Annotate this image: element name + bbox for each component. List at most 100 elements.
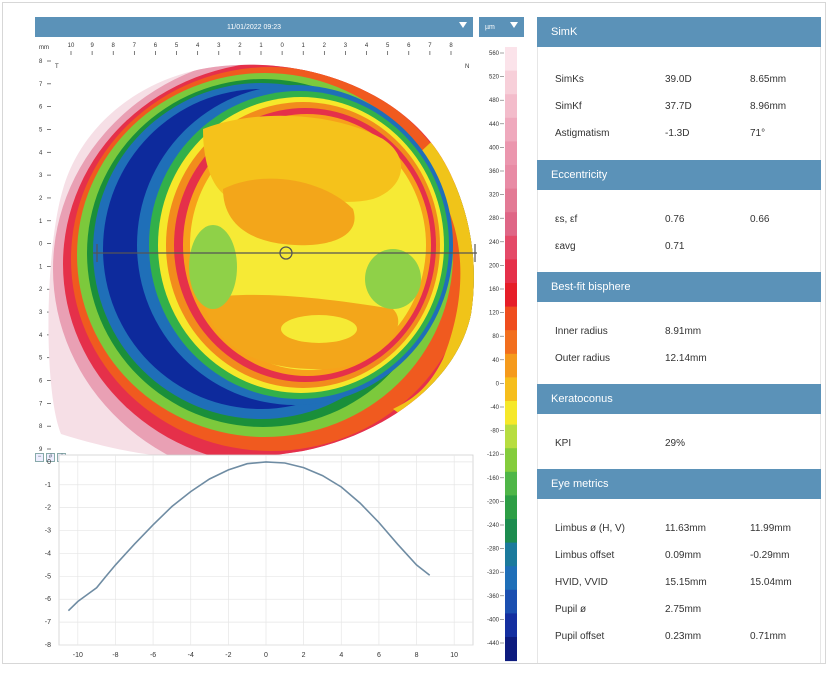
left-tick-label: 4: [39, 333, 43, 339]
metric-value-secondary: -0.29mm: [750, 550, 789, 561]
scale-label: -280: [487, 547, 500, 553]
chevron-down-icon[interactable]: [510, 22, 518, 28]
scale-label: 400: [489, 145, 500, 151]
scale-label: 480: [489, 98, 500, 104]
metric-value-secondary: 11.99mm: [750, 523, 791, 534]
scale-label: 160: [489, 287, 500, 293]
scale-swatch: [505, 590, 517, 614]
top-tick-label: 4: [365, 43, 369, 49]
date-selector[interactable]: 11/01/2022 09:23: [35, 17, 473, 37]
scale-swatch: [505, 236, 517, 260]
scale-swatch: [505, 495, 517, 519]
scale-label: -40: [490, 405, 499, 411]
axis-unit: mm: [39, 45, 49, 51]
y-tick-label: -8: [45, 642, 51, 649]
metric-value: 2.75mm: [665, 604, 701, 615]
metric-value-secondary: 0.71mm: [750, 631, 786, 642]
scale-label: -320: [487, 570, 500, 576]
metric-label: HVID, VVID: [555, 577, 608, 588]
scale-swatch: [505, 401, 517, 425]
x-tick-label: 8: [415, 652, 419, 659]
chevron-down-icon[interactable]: [459, 22, 467, 28]
top-tick-label: 6: [154, 43, 158, 49]
metric-value-secondary: 8.65mm: [750, 74, 786, 85]
y-tick-label: -4: [45, 550, 51, 557]
metric-value: 8.91mm: [665, 326, 701, 337]
top-tick-label: 8: [112, 43, 116, 49]
metric-label: Pupil offset: [555, 631, 604, 642]
metric-value: 39.0D: [665, 74, 692, 85]
section-header-eccentricity: Eccentricity: [537, 160, 821, 190]
x-tick-label: -2: [225, 652, 231, 659]
metric-label: Outer radius: [555, 353, 610, 364]
top-tick-label: 6: [407, 43, 411, 49]
left-tick-label: 3: [39, 173, 43, 179]
left-tick-label: 5: [39, 127, 43, 133]
nasal-label: N: [465, 64, 469, 70]
top-tick-label: 2: [238, 43, 242, 49]
x-tick-label: 4: [339, 652, 343, 659]
scale-label: 440: [489, 122, 500, 128]
scale-label: 200: [489, 263, 500, 269]
y-tick-label: 0: [47, 459, 51, 466]
top-tick-label: 0: [280, 43, 284, 49]
y-tick-label: -6: [45, 596, 51, 603]
x-tick-label: -4: [188, 652, 194, 659]
scale-swatch: [505, 165, 517, 189]
scale-swatch: [505, 189, 517, 213]
scale-swatch: [505, 566, 517, 590]
x-tick-label: 0: [264, 652, 268, 659]
temporal-label: T: [55, 64, 59, 70]
metric-label: Limbus offset: [555, 550, 614, 561]
metric-value: 0.76: [665, 214, 684, 225]
scale-label: 560: [489, 51, 500, 57]
unit-selector[interactable]: µm: [479, 17, 524, 37]
top-tick-label: 8: [449, 43, 453, 49]
top-tick-label: 10: [68, 43, 75, 49]
scale-label: 280: [489, 216, 500, 222]
top-tick-label: 5: [386, 43, 390, 49]
scale-swatch: [505, 637, 517, 661]
left-tick-label: 1: [39, 264, 43, 270]
left-tick-label: 2: [39, 196, 43, 202]
metric-value: 15.15mm: [665, 577, 707, 588]
scale-swatch: [505, 425, 517, 449]
scale-label: -240: [487, 523, 500, 529]
scale-label: 0: [496, 381, 500, 387]
metric-value: 11.63mm: [665, 523, 706, 534]
top-tick-label: 2: [323, 43, 327, 49]
left-tick-label: 8: [39, 59, 43, 65]
left-tick-label: 8: [39, 424, 43, 430]
top-tick-label: 5: [175, 43, 179, 49]
metric-value: 29%: [665, 438, 685, 449]
scale-label: 320: [489, 193, 500, 199]
metric-label: SimKf: [555, 101, 582, 112]
metric-label: εavg: [555, 241, 576, 252]
left-tick-label: 6: [39, 105, 43, 111]
metric-value-secondary: 15.04mm: [750, 577, 792, 588]
left-tick-label: 5: [39, 356, 43, 362]
scale-swatch: [505, 118, 517, 142]
scale-label: -160: [487, 476, 500, 482]
scale-swatch: [505, 448, 517, 472]
scale-label: -440: [487, 641, 500, 647]
scale-swatch: [505, 71, 517, 95]
metric-value: 37.7D: [665, 101, 692, 112]
left-tick-label: 7: [39, 82, 43, 88]
scale-swatch: [505, 283, 517, 307]
metric-value: 0.23mm: [665, 631, 701, 642]
scale-label: -360: [487, 594, 500, 600]
unit-label: µm: [485, 24, 495, 31]
y-tick-label: -7: [45, 619, 51, 626]
top-tick-label: 1: [259, 43, 263, 49]
scale-swatch: [505, 472, 517, 496]
scale-swatch: [505, 47, 517, 71]
metric-label: SimKs: [555, 74, 584, 85]
section-body: [537, 302, 821, 384]
metric-value: 0.09mm: [665, 550, 701, 561]
